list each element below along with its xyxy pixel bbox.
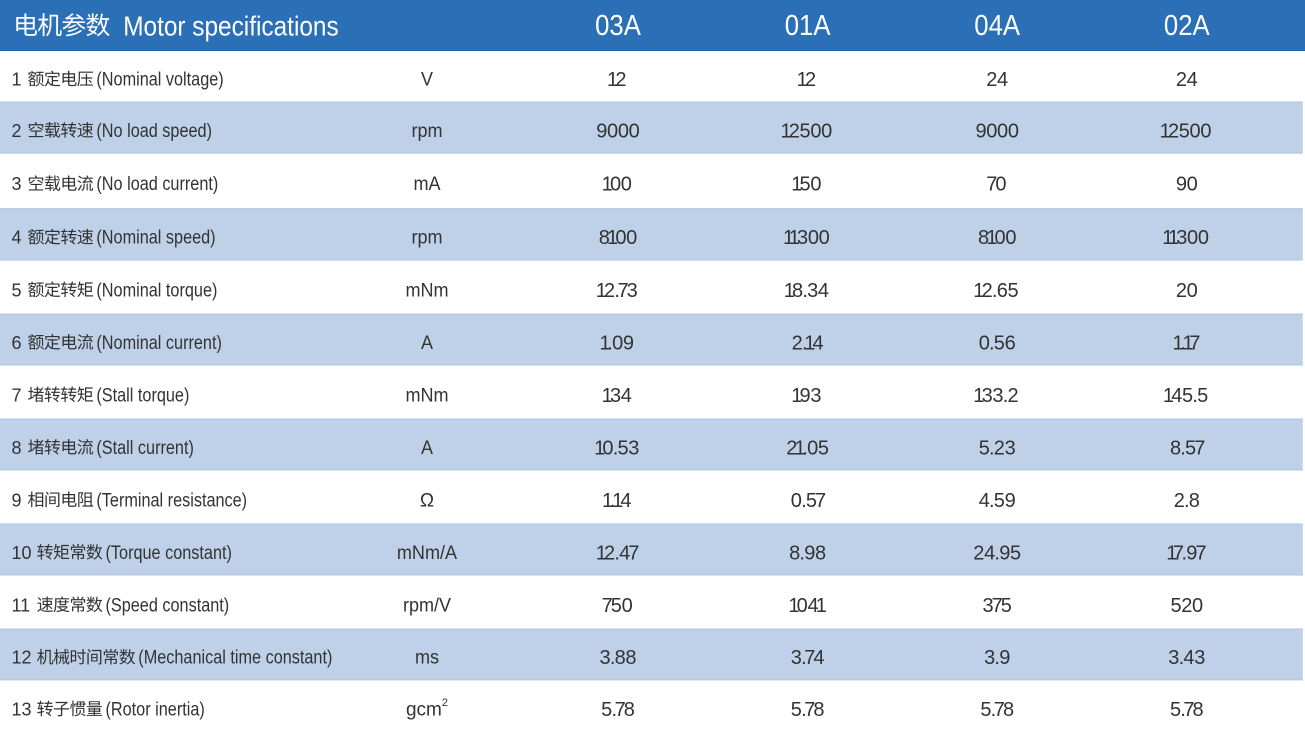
svg-text:9000: 9000 [975, 120, 1019, 142]
svg-text:0.56: 0.56 [979, 332, 1016, 354]
svg-text:5.23: 5.23 [979, 437, 1016, 459]
svg-text:150: 150 [791, 174, 821, 196]
svg-text:02A: 02A [1164, 10, 1210, 42]
svg-text:145.5: 145.5 [1163, 385, 1208, 407]
svg-text:12.73: 12.73 [596, 280, 638, 302]
svg-text:(Mechanical time constant): (Mechanical time constant) [138, 648, 332, 669]
svg-text:133.2: 133.2 [973, 385, 1018, 407]
svg-text:0.57: 0.57 [791, 490, 826, 512]
svg-text:9000: 9000 [596, 120, 640, 142]
svg-text:8100: 8100 [978, 227, 1017, 249]
svg-text:20: 20 [1176, 280, 1198, 302]
svg-text:3.9: 3.9 [984, 647, 1010, 669]
svg-text:1.14: 1.14 [602, 490, 632, 512]
svg-text:1.17: 1.17 [1172, 332, 1200, 354]
svg-text:3: 3 [12, 174, 22, 194]
svg-text:5.78: 5.78 [791, 699, 825, 721]
svg-text:193: 193 [791, 385, 821, 407]
svg-text:70: 70 [986, 174, 1006, 196]
svg-text:1: 1 [12, 70, 22, 90]
svg-text:100: 100 [602, 174, 632, 196]
svg-text:8.98: 8.98 [789, 542, 826, 564]
svg-text:520: 520 [1170, 595, 1203, 617]
svg-text:4.59: 4.59 [979, 490, 1016, 512]
svg-text:1041: 1041 [788, 595, 827, 617]
svg-text:V: V [421, 70, 433, 91]
svg-text:rpm: rpm [411, 121, 442, 142]
svg-text:11: 11 [12, 595, 31, 615]
svg-text:7: 7 [12, 385, 22, 405]
svg-text:8100: 8100 [599, 227, 638, 249]
svg-text:750: 750 [602, 595, 633, 617]
svg-text:mNm: mNm [405, 280, 448, 301]
svg-text:3.74: 3.74 [791, 647, 825, 669]
svg-text:(Nominal torque): (Nominal torque) [96, 280, 217, 301]
svg-text:5.78: 5.78 [601, 699, 635, 721]
svg-text:3.43: 3.43 [1168, 647, 1205, 669]
svg-text:90: 90 [1176, 174, 1198, 196]
svg-text:Motor specifications: Motor specifications [123, 10, 339, 41]
svg-text:13: 13 [12, 699, 32, 719]
svg-text:(Nominal voltage): (Nominal voltage) [96, 70, 223, 91]
svg-text:375: 375 [982, 595, 1011, 617]
svg-text:11300: 11300 [783, 227, 830, 249]
svg-text:18.34: 18.34 [784, 280, 829, 302]
svg-text:(Speed constant): (Speed constant) [106, 595, 230, 616]
svg-text:5.78: 5.78 [1170, 699, 1204, 721]
svg-text:(No load speed): (No load speed) [96, 121, 212, 142]
svg-text:12: 12 [607, 69, 626, 91]
svg-text:6: 6 [12, 333, 22, 353]
svg-text:24: 24 [1176, 69, 1198, 91]
svg-text:9: 9 [12, 490, 22, 510]
svg-text:2.8: 2.8 [1174, 490, 1200, 512]
svg-text:(Nominal speed): (Nominal speed) [96, 228, 215, 249]
svg-text:12500: 12500 [780, 120, 832, 142]
svg-text:12: 12 [797, 69, 816, 91]
svg-text:gcm2: gcm2 [406, 697, 448, 721]
svg-text:12.47: 12.47 [596, 542, 640, 564]
svg-text:24.95: 24.95 [973, 542, 1021, 564]
svg-text:1.09: 1.09 [599, 332, 634, 354]
svg-text:10.53: 10.53 [594, 437, 639, 459]
svg-text:4: 4 [12, 228, 22, 248]
svg-text:03A: 03A [595, 10, 641, 42]
svg-text:8: 8 [12, 438, 22, 458]
svg-text:(Stall current): (Stall current) [96, 438, 193, 459]
svg-text:2.14: 2.14 [792, 332, 824, 354]
svg-text:5.78: 5.78 [980, 699, 1014, 721]
svg-text:2: 2 [12, 121, 22, 141]
svg-text:12.65: 12.65 [973, 280, 1018, 302]
svg-text:10: 10 [12, 543, 32, 563]
svg-text:134: 134 [602, 385, 632, 407]
svg-text:12: 12 [12, 648, 32, 668]
svg-text:(Torque constant): (Torque constant) [106, 543, 232, 564]
svg-text:rpm/V: rpm/V [403, 595, 451, 616]
svg-text:11300: 11300 [1162, 227, 1209, 249]
svg-text:(Terminal resistance): (Terminal resistance) [96, 490, 247, 511]
svg-text:8.57: 8.57 [1170, 437, 1205, 459]
svg-text:3.88: 3.88 [599, 647, 636, 669]
svg-text:mNm: mNm [405, 385, 448, 406]
svg-text:rpm: rpm [411, 228, 442, 249]
svg-text:24: 24 [986, 69, 1008, 91]
svg-text:A: A [421, 438, 433, 459]
svg-text:12500: 12500 [1160, 120, 1212, 142]
svg-text:04A: 04A [974, 10, 1020, 42]
svg-text:(Stall torque): (Stall torque) [96, 385, 189, 406]
svg-text:ms: ms [415, 648, 439, 669]
svg-text:(Nominal current): (Nominal current) [96, 333, 221, 354]
svg-text:Ω: Ω [420, 490, 434, 511]
svg-text:(No load current): (No load current) [96, 174, 218, 195]
svg-text:mNm/A: mNm/A [397, 543, 458, 564]
svg-text:17.97: 17.97 [1166, 542, 1206, 564]
svg-text:21.05: 21.05 [786, 437, 829, 459]
svg-text:01A: 01A [785, 10, 831, 42]
svg-text:A: A [421, 333, 433, 354]
svg-text:5: 5 [12, 280, 22, 300]
svg-text:(Rotor inertia): (Rotor inertia) [106, 699, 205, 720]
svg-text:mA: mA [413, 174, 440, 195]
